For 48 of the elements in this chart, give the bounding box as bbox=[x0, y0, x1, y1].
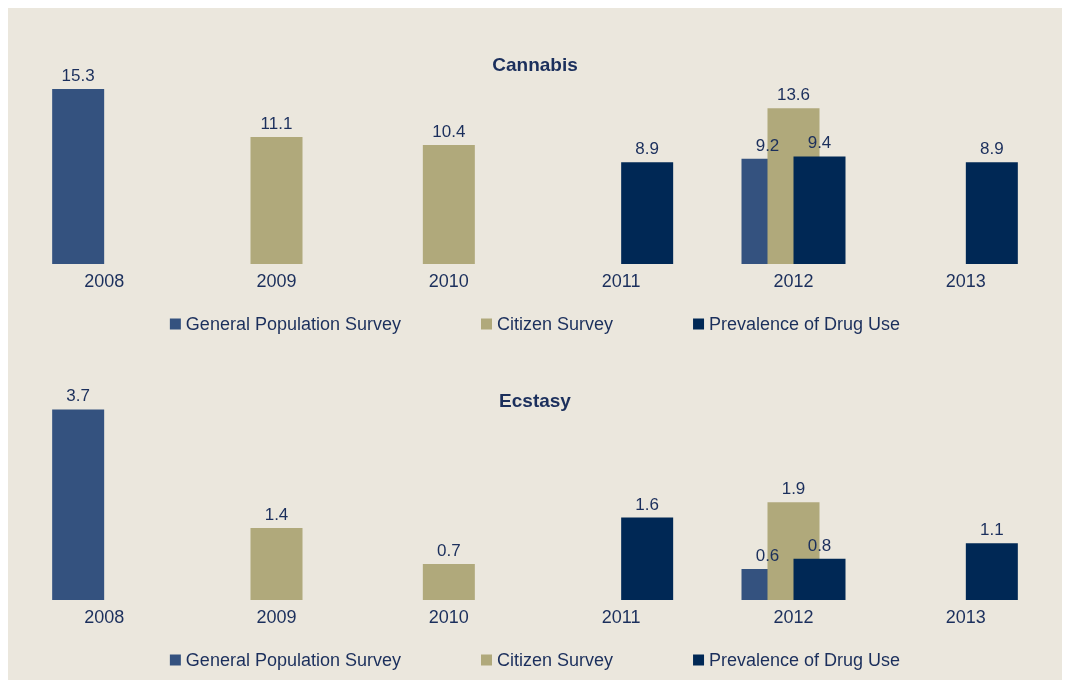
data-label: 11.1 bbox=[260, 113, 293, 133]
x-tick-label: 2011 bbox=[601, 271, 641, 291]
data-label: 0.8 bbox=[807, 535, 832, 555]
bar bbox=[250, 527, 303, 600]
bar bbox=[52, 88, 105, 264]
x-tick-label: 2013 bbox=[945, 271, 986, 291]
x-tick-label: 2010 bbox=[428, 271, 469, 291]
bar bbox=[621, 162, 674, 264]
chart-title: Ecstasy bbox=[499, 390, 572, 411]
data-label: 15.3 bbox=[61, 65, 95, 85]
x-tick-label: 2012 bbox=[773, 607, 814, 627]
legend-label: Prevalence of Drug Use bbox=[709, 650, 901, 670]
data-label: 8.9 bbox=[980, 139, 1004, 159]
data-label: 1.9 bbox=[781, 479, 806, 499]
x-tick-label: 2009 bbox=[256, 271, 297, 291]
x-tick-label: 2010 bbox=[428, 607, 469, 627]
bar bbox=[965, 543, 1018, 600]
data-label: 1.1 bbox=[980, 520, 1004, 540]
data-label: 9.4 bbox=[807, 133, 832, 153]
data-label: 8.9 bbox=[635, 139, 659, 159]
bar bbox=[52, 409, 105, 600]
data-label: 1.6 bbox=[635, 494, 659, 514]
legend-label: Citizen Survey bbox=[497, 650, 614, 670]
data-label: 3.7 bbox=[66, 386, 90, 406]
chart-title: Cannabis bbox=[492, 54, 578, 75]
x-tick-label: 2013 bbox=[945, 607, 986, 627]
x-tick-label: 2008 bbox=[84, 271, 125, 291]
data-label: 10.4 bbox=[432, 121, 466, 141]
bar bbox=[793, 558, 846, 600]
legend-label: General Population Survey bbox=[185, 314, 402, 334]
x-tick-label: 2009 bbox=[256, 607, 297, 627]
bar bbox=[422, 563, 475, 600]
legend-label: Prevalence of Drug Use bbox=[709, 314, 901, 334]
legend-label: Citizen Survey bbox=[497, 314, 614, 334]
data-label: 0.7 bbox=[437, 540, 461, 560]
bar bbox=[422, 144, 475, 264]
x-tick-label: 2008 bbox=[84, 607, 125, 627]
x-tick-label: 2011 bbox=[601, 607, 641, 627]
x-tick-label: 2012 bbox=[773, 271, 814, 291]
data-label: 1.4 bbox=[264, 504, 289, 524]
bar bbox=[621, 517, 674, 600]
bar bbox=[793, 156, 846, 264]
legend-label: General Population Survey bbox=[185, 650, 402, 670]
data-label: 0.6 bbox=[755, 546, 780, 566]
data-label: 13.6 bbox=[776, 85, 811, 105]
bar bbox=[965, 162, 1018, 264]
data-label: 9.2 bbox=[755, 135, 780, 155]
bar bbox=[250, 136, 303, 264]
